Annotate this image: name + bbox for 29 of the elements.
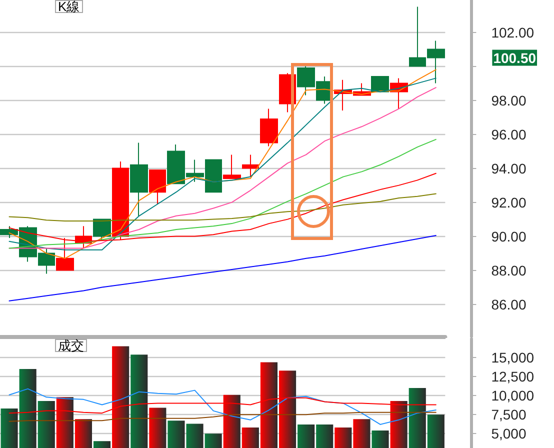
y-tick-label: 15,000: [491, 350, 534, 366]
y-tick-label: 7,500: [491, 406, 526, 423]
y-tick-label: 92.00: [491, 194, 526, 210]
y-tick-label: 90.00: [491, 228, 526, 244]
chart-title: 成交: [58, 338, 84, 353]
line-series: [8, 138, 436, 249]
line-series: [8, 412, 436, 422]
chart-title: K線: [58, 0, 80, 14]
y-tick-label: 96.00: [491, 126, 526, 142]
candlestick: [260, 108, 278, 147]
line-series: [8, 193, 436, 222]
y-tick-label: 12,500: [491, 368, 534, 385]
candlestick: [130, 142, 148, 216]
candlestick: [223, 154, 241, 179]
y-tick-label: 10,000: [491, 388, 534, 404]
line-series: [8, 397, 436, 414]
line-series: [8, 234, 436, 302]
candlestick: [149, 170, 166, 204]
candlestick: [371, 76, 389, 92]
y-tick-label: 102.00: [491, 24, 534, 40]
candlestick: [93, 218, 111, 240]
y-tick-label: 94.00: [491, 160, 526, 176]
candlestick: [242, 154, 259, 178]
y-tick-label: 98.00: [491, 92, 526, 108]
y-tick-label: 86.00: [491, 296, 526, 312]
line-series: [8, 388, 436, 425]
text: 100.50: [493, 50, 536, 66]
y-tick-label: 5,000: [491, 426, 526, 442]
y-tick-label: 88.00: [491, 262, 526, 278]
